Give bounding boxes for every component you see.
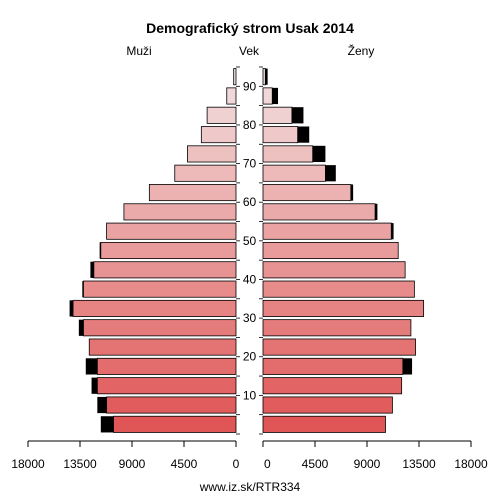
x-tick-label-5: 4500 — [302, 457, 329, 471]
female-excess-70-74 — [312, 145, 326, 163]
female-bar-55-59 — [262, 203, 376, 221]
male-bar-35-39 — [83, 280, 237, 298]
male-bar-30-34 — [72, 299, 237, 317]
female-bar-40-44 — [262, 261, 406, 279]
male-bar-85-89 — [226, 87, 237, 105]
male-excess-0-4 — [100, 416, 114, 433]
age-label-90: 90 — [243, 79, 257, 93]
male-bar-45-49 — [100, 241, 237, 260]
female-bar-0-4 — [262, 415, 386, 433]
female-bar-85-89 — [262, 87, 273, 105]
female-bar-60-64 — [262, 184, 352, 202]
male-excess-30-34 — [69, 300, 74, 317]
male-bar-60-64 — [148, 184, 237, 202]
male-excess-35-39 — [82, 281, 84, 298]
female-excess-60-64 — [350, 184, 354, 201]
female-bar-5-9 — [262, 396, 393, 414]
female-excess-15-19 — [402, 358, 413, 375]
female-bar-75-79 — [262, 126, 299, 144]
female-bar-30-34 — [262, 299, 425, 317]
x-tick-label-3: 4500 — [171, 457, 198, 471]
age-label-50: 50 — [243, 234, 257, 248]
female-bar-15-19 — [262, 357, 404, 375]
male-bar-5-9 — [106, 396, 237, 414]
male-excess-45-49 — [99, 242, 101, 259]
x-tick-label-4: 0 — [233, 457, 240, 471]
male-label: Muži — [126, 44, 151, 58]
x-tick-label-6: 9000 — [354, 457, 381, 471]
female-bar-70-74 — [262, 145, 314, 163]
female-excess-80-84 — [291, 107, 304, 124]
female-excess-85-89 — [272, 87, 279, 105]
age-label-70: 70 — [243, 157, 257, 171]
female-bar-45-49 — [262, 241, 399, 260]
male-bar-75-79 — [200, 126, 237, 144]
female-bar-65-69 — [262, 164, 326, 182]
male-bar-20-24 — [88, 338, 237, 356]
male-excess-10-14 — [91, 377, 98, 394]
x-tick-label-0: 18000 — [11, 457, 45, 471]
female-excess-90+ — [265, 68, 268, 85]
female-bar-25-29 — [262, 319, 412, 337]
male-bar-55-59 — [123, 203, 237, 221]
age-label-80: 80 — [243, 118, 257, 132]
x-tick-label-7: 13500 — [402, 457, 436, 471]
source-url: www.iz.sk/RTR334 — [199, 480, 301, 494]
age-label-60: 60 — [243, 195, 257, 209]
male-bar-0-4 — [113, 415, 237, 433]
x-tick-label-2: 9000 — [119, 457, 146, 471]
male-bar-25-29 — [83, 319, 237, 337]
x-tick-label-right-zero: 0 — [264, 457, 271, 471]
female-bar-50-54 — [262, 222, 392, 240]
age-label-30: 30 — [243, 311, 257, 325]
age-axis-label: Vek — [239, 44, 260, 58]
male-excess-25-29 — [78, 319, 84, 336]
female-bar-35-39 — [262, 280, 415, 298]
female-excess-65-69 — [325, 165, 336, 182]
age-label-40: 40 — [243, 272, 257, 286]
x-tick-label-8: 18000 — [454, 457, 488, 471]
female-excess-75-79 — [297, 126, 310, 143]
female-bar-20-24 — [262, 338, 416, 356]
female-label: Ženy — [348, 43, 375, 58]
female-bar-90+ — [262, 68, 266, 86]
male-bar-65-69 — [174, 164, 237, 182]
male-bar-15-19 — [96, 357, 237, 375]
x-tick-label-1: 13500 — [63, 457, 97, 471]
age-label-20: 20 — [243, 350, 257, 364]
male-bar-80-84 — [206, 106, 237, 124]
female-bar-10-14 — [262, 377, 403, 395]
male-bar-90+ — [233, 68, 237, 86]
male-excess-15-19 — [85, 358, 98, 375]
female-excess-55-59 — [375, 203, 378, 220]
chart-title: Demografický strom Usak 2014 — [146, 20, 354, 36]
male-excess-40-44 — [90, 261, 94, 278]
male-bar-50-54 — [106, 222, 237, 240]
age-label-10: 10 — [243, 388, 257, 402]
female-bar-80-84 — [262, 106, 293, 124]
female-excess-50-54 — [391, 223, 394, 240]
male-bar-40-44 — [93, 261, 237, 279]
male-bar-70-74 — [187, 145, 237, 163]
male-bar-10-14 — [96, 377, 237, 395]
male-excess-5-9 — [97, 396, 107, 414]
